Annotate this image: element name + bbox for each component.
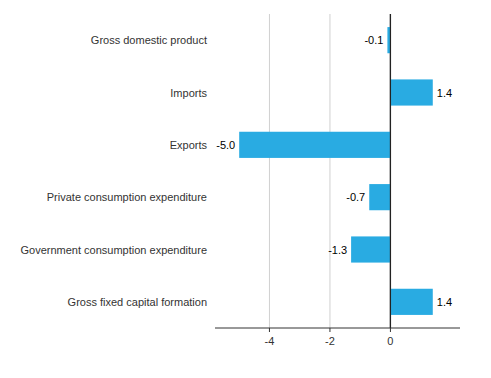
chart-container: -4 -2 0 Gross fixed capital formation Govern… (0, 0, 491, 378)
zero-line (390, 14, 391, 328)
category-label: Private consumption expenditure (47, 191, 207, 203)
x-tick (329, 328, 330, 332)
data-label: 1.4 (437, 87, 452, 99)
x-tick (390, 328, 391, 332)
grid (269, 14, 390, 328)
bars (239, 27, 433, 315)
x-tick (269, 328, 270, 332)
bar (390, 289, 432, 315)
data-label: 1.4 (437, 296, 452, 308)
bar (351, 236, 390, 262)
data-label: -1.3 (328, 244, 347, 256)
bar (239, 132, 390, 158)
x-axis: -4 -2 0 (265, 328, 394, 347)
x-tick-label: -2 (325, 335, 335, 347)
x-tick-label: 0 (387, 335, 393, 347)
y-axis: Gross fixed capital formation Government … (21, 34, 208, 308)
category-label: Gross fixed capital formation (68, 296, 207, 308)
zero-line (390, 14, 391, 328)
category-label: Imports (170, 87, 207, 99)
bar (369, 184, 390, 210)
data-labels: 1.4 -1.3 -0.7 -5.0 1.4 -0.1 (216, 34, 452, 308)
grid-line (269, 14, 270, 328)
category-label: Gross domestic product (91, 34, 207, 46)
bar (390, 79, 432, 105)
category-label: Exports (170, 139, 208, 151)
data-label: -5.0 (216, 139, 235, 151)
x-tick-label: -4 (265, 335, 275, 347)
data-label: -0.1 (364, 34, 383, 46)
chart: -4 -2 0 Gross fixed capital formation Govern… (0, 0, 491, 378)
category-label: Government consumption expenditure (21, 244, 208, 256)
data-label: -0.7 (346, 191, 365, 203)
x-axis-line (215, 328, 460, 329)
grid-line (329, 14, 330, 328)
